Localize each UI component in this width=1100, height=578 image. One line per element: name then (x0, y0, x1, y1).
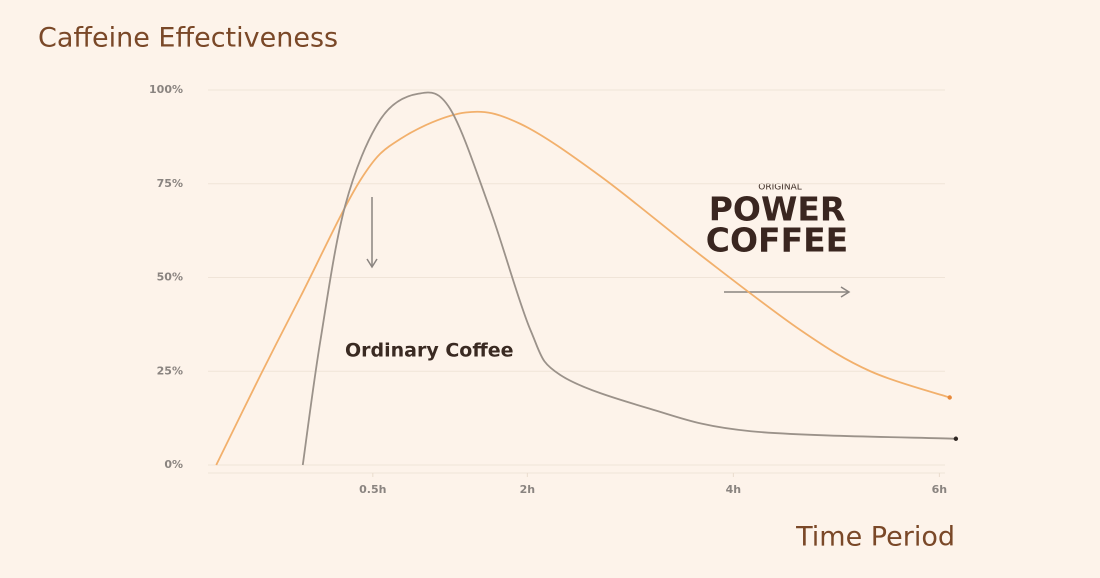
x-tick-label: 0.5h (359, 483, 386, 496)
y-tick-label: 100% (149, 83, 183, 96)
logo-line: COFFEE (706, 221, 848, 260)
logo-line: POWER (709, 190, 846, 229)
y-tick-label: 25% (157, 364, 183, 377)
arrow-head (840, 286, 851, 298)
end-point (953, 436, 959, 441)
y-tick-label: 75% (157, 177, 183, 190)
x-tick-label: 4h (726, 483, 742, 496)
series-line (301, 91, 956, 466)
series-label: Ordinary Coffee (345, 340, 514, 362)
x-tick-label: 6h (932, 483, 948, 496)
x-tick-label: 2h (520, 483, 536, 496)
y-tick-label: 50% (157, 271, 183, 284)
end-point (947, 395, 952, 400)
x-axis-label: Time Period (795, 522, 955, 553)
arrow-head (366, 258, 378, 269)
y-tick-label: 0% (164, 458, 183, 471)
chart-title: Caffeine Effectiveness (38, 23, 338, 54)
series-line (215, 110, 950, 466)
logo-top: ORIGINAL (758, 183, 802, 193)
